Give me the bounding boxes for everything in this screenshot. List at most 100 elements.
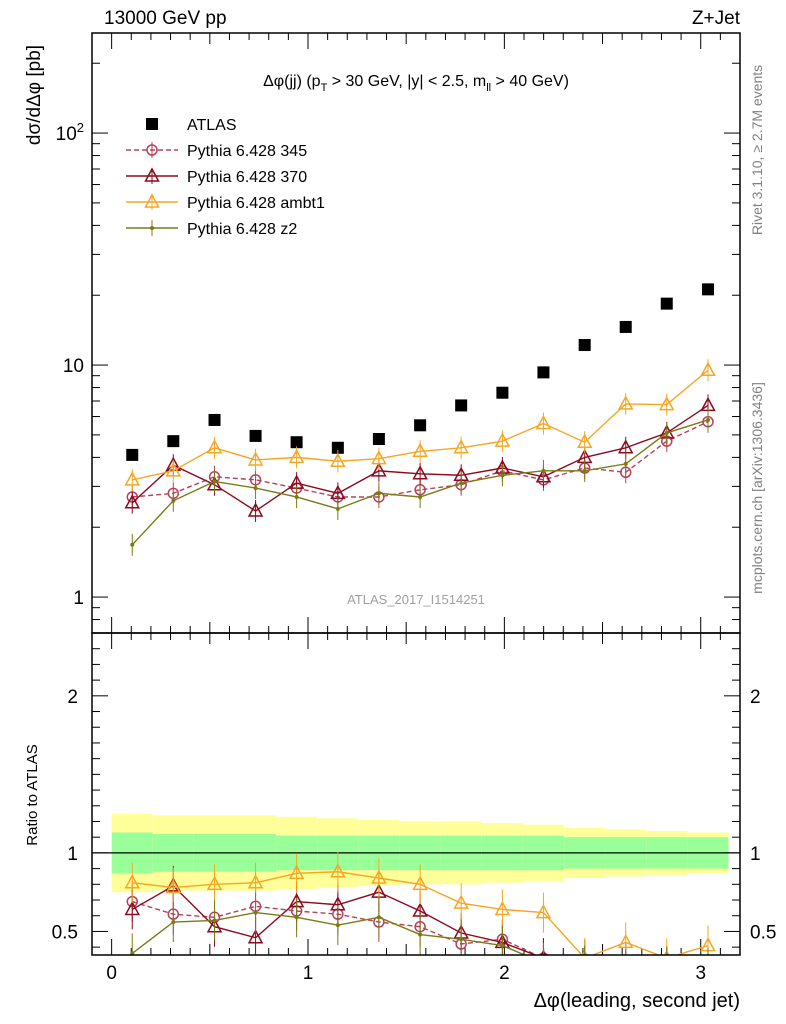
y-tick-label: 1 bbox=[73, 588, 84, 609]
x-tick-label: 2 bbox=[499, 963, 510, 984]
data-point bbox=[700, 361, 716, 376]
rivet-version-label: Rivet 3.1.10, ≥ 2.7M events bbox=[749, 65, 765, 235]
ratio-point bbox=[665, 966, 669, 970]
ratio-point bbox=[171, 920, 176, 925]
y-tick-label: 102 bbox=[56, 120, 84, 145]
ratio-point bbox=[130, 951, 135, 955]
ratio-y-axis-label: Ratio to ATLAS bbox=[24, 744, 41, 845]
ratio-point bbox=[412, 875, 428, 891]
data-point bbox=[130, 542, 135, 547]
ratio-point bbox=[662, 964, 672, 974]
header-right: Z+Jet bbox=[692, 8, 741, 29]
data-point bbox=[167, 435, 180, 448]
data-point bbox=[253, 486, 258, 491]
mcplots-reference-label: mcplots.cern.ch [arXiv:1306.3436] bbox=[749, 382, 765, 594]
ratio-y-tick-label-right: 0.5 bbox=[750, 922, 776, 943]
legend-marker bbox=[144, 193, 160, 208]
data-point bbox=[371, 450, 387, 465]
ratio-point bbox=[376, 915, 381, 920]
data-point bbox=[412, 465, 428, 480]
main-panel-title: Δφ(jj) (pT > 30 GeV, |y| < 2.5, mll > 40… bbox=[263, 73, 569, 94]
data-point bbox=[541, 468, 546, 473]
data-point bbox=[453, 439, 469, 454]
data-point bbox=[165, 462, 182, 477]
legend-marker bbox=[146, 118, 158, 130]
analysis-watermark: ATLAS_2017_I1514251 bbox=[347, 592, 485, 607]
data-point bbox=[496, 386, 509, 399]
series-line-1 bbox=[132, 421, 709, 498]
ratio-frame bbox=[91, 632, 741, 956]
legend-marker bbox=[144, 167, 160, 182]
main-panel: 1 10 102 bbox=[56, 32, 741, 955]
ratio-point bbox=[212, 918, 217, 923]
ratio-point bbox=[500, 943, 505, 948]
legend: ATLAS Pythia 6.428 345 Pythia 6.428 370 Pyt… bbox=[126, 117, 325, 238]
data-point bbox=[500, 473, 505, 478]
data-point bbox=[376, 491, 381, 496]
ratio-y-tick-label: 1 bbox=[67, 844, 78, 865]
legend-label: Pythia 6.428 370 bbox=[187, 169, 307, 186]
legend-label: ATLAS bbox=[187, 117, 237, 134]
ratio-y-tick-label: 2 bbox=[67, 687, 78, 708]
ratio-point bbox=[247, 874, 264, 889]
data-point bbox=[247, 451, 264, 466]
data-point bbox=[414, 419, 427, 432]
data-point bbox=[619, 320, 632, 333]
x-axis-label: Δφ(leading, second jet) bbox=[534, 990, 740, 1012]
data-point bbox=[126, 448, 139, 461]
ratio-y-tick-label-right: 1 bbox=[750, 844, 761, 865]
ratio-point bbox=[165, 878, 182, 894]
data-point bbox=[664, 430, 669, 435]
ratio-point bbox=[418, 932, 423, 937]
data-point bbox=[249, 429, 262, 442]
ratio-point bbox=[459, 937, 464, 942]
data-point bbox=[617, 439, 634, 454]
ratio-point bbox=[617, 933, 634, 949]
data-point bbox=[412, 442, 428, 458]
ratio-point bbox=[330, 863, 346, 878]
legend-marker bbox=[150, 226, 154, 230]
ratio-point bbox=[535, 904, 552, 919]
legend-marker bbox=[146, 144, 158, 156]
ratio-y-tick-label: 0.5 bbox=[52, 922, 78, 943]
y-axis-label: dσ/dΔφ [pb] bbox=[24, 45, 45, 145]
data-point bbox=[212, 479, 217, 484]
data-point bbox=[418, 494, 423, 499]
data-point bbox=[658, 396, 675, 411]
data-point bbox=[455, 399, 468, 412]
data-point bbox=[701, 283, 714, 296]
legend-label: Pythia 6.428 z2 bbox=[187, 221, 297, 238]
legend-label: Pythia 6.428 ambt1 bbox=[187, 195, 325, 212]
ratio-point bbox=[494, 900, 511, 916]
ratio-point bbox=[625, 954, 627, 955]
data-point bbox=[208, 413, 221, 426]
ratio-point bbox=[253, 910, 258, 915]
ratio-point bbox=[206, 875, 223, 891]
y-tick-label: 10 bbox=[63, 356, 84, 377]
data-point bbox=[494, 432, 511, 447]
ratio-point bbox=[247, 929, 264, 944]
x-tick-label: 3 bbox=[695, 963, 706, 984]
ratio-point bbox=[371, 869, 387, 884]
ratio-series-3 bbox=[130, 892, 710, 970]
data-point bbox=[171, 498, 176, 503]
data-point bbox=[617, 395, 634, 410]
header-left: 13000 GeV pp bbox=[104, 8, 227, 29]
data-point bbox=[660, 297, 673, 310]
ratio-point bbox=[124, 874, 141, 889]
data-point bbox=[371, 462, 387, 477]
data-point bbox=[335, 506, 340, 511]
ratio-point bbox=[294, 915, 299, 920]
data-point bbox=[247, 502, 264, 517]
data-point bbox=[294, 494, 299, 499]
ratio-point bbox=[288, 864, 305, 880]
data-point bbox=[705, 417, 710, 422]
data-point bbox=[578, 339, 591, 352]
ratio-point bbox=[541, 961, 545, 965]
data-point bbox=[535, 414, 552, 430]
data-point bbox=[459, 481, 464, 486]
ratio-point bbox=[706, 966, 710, 970]
ratio-series-2 bbox=[124, 851, 716, 955]
ratio-point bbox=[580, 959, 590, 969]
